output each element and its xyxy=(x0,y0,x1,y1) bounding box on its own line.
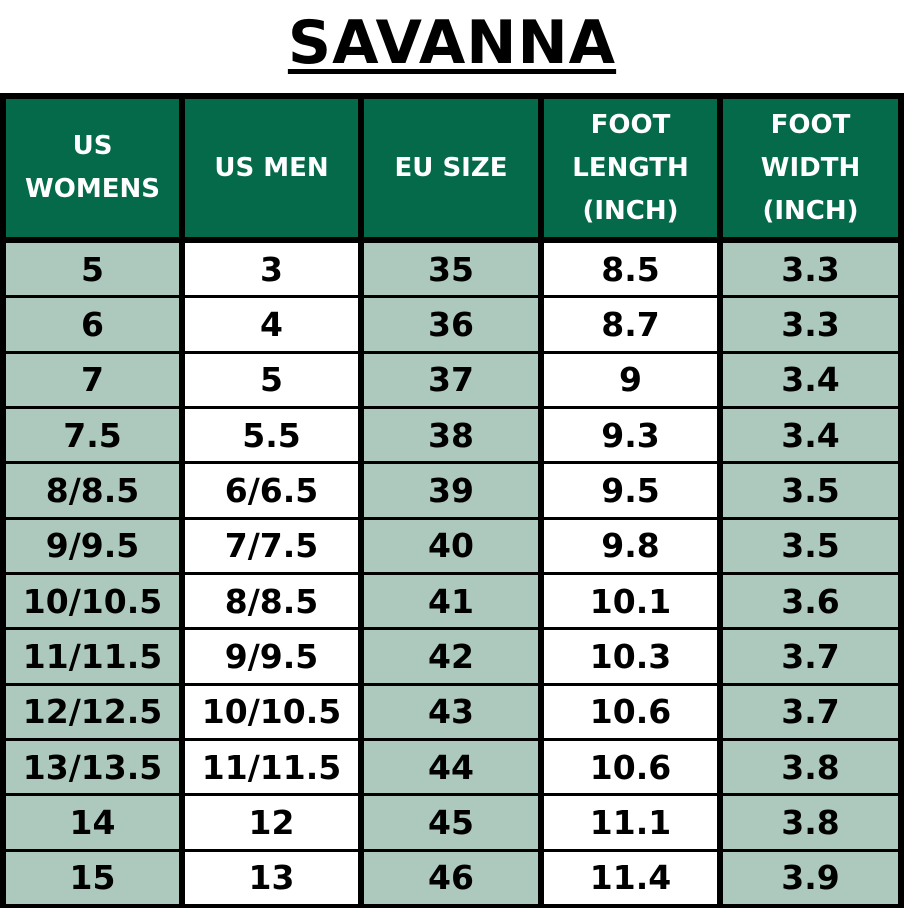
column-header: US WOMENS xyxy=(6,99,179,237)
column-header: US MEN xyxy=(185,99,358,237)
table-cell: 8.7 xyxy=(544,298,717,351)
column-header: FOOT WIDTH (INCH) xyxy=(723,99,898,237)
table-cell: 5 xyxy=(6,243,179,296)
table-cell: 11/11.5 xyxy=(185,740,358,794)
table-cell: 3.6 xyxy=(723,574,898,628)
table-cell: 13 xyxy=(185,851,358,904)
table-cell: 9.8 xyxy=(544,519,717,572)
table-cell: 3.5 xyxy=(723,464,898,517)
column-header: FOOT LENGTH (INCH) xyxy=(544,99,717,237)
table-cell: 41 xyxy=(364,574,538,628)
table-cell: 11/11.5 xyxy=(6,630,179,683)
table-cell: 3.3 xyxy=(723,243,898,296)
table-cell: 38 xyxy=(364,408,538,462)
page-title: SAVANNA xyxy=(287,8,617,78)
column-header: EU SIZE xyxy=(364,99,538,237)
table-cell: 3.7 xyxy=(723,685,898,738)
table-cell: 3.8 xyxy=(723,796,898,849)
table-cell: 5 xyxy=(185,353,358,406)
table-cell: 7/7.5 xyxy=(185,519,358,572)
table-cell: 46 xyxy=(364,851,538,904)
table-cell: 10/10.5 xyxy=(185,685,358,738)
table-cell: 9/9.5 xyxy=(185,630,358,683)
table-cell: 44 xyxy=(364,740,538,794)
table-cell: 42 xyxy=(364,630,538,683)
table-cell: 40 xyxy=(364,519,538,572)
table-cell: 8/8.5 xyxy=(185,574,358,628)
table-cell: 8.5 xyxy=(544,243,717,296)
table-cell: 12 xyxy=(185,796,358,849)
table-cell: 3.4 xyxy=(723,408,898,462)
table-cell: 11.1 xyxy=(544,796,717,849)
table-cell: 6 xyxy=(6,298,179,351)
table-cell: 3.8 xyxy=(723,740,898,794)
table-cell: 3.7 xyxy=(723,630,898,683)
table-cell: 3.5 xyxy=(723,519,898,572)
table-cell: 9 xyxy=(544,353,717,406)
table-cell: 15 xyxy=(6,851,179,904)
table-cell: 7 xyxy=(6,353,179,406)
table-cell: 14 xyxy=(6,796,179,849)
table-cell: 10.1 xyxy=(544,574,717,628)
table-cell: 3 xyxy=(185,243,358,296)
table-cell: 43 xyxy=(364,685,538,738)
table-cell: 36 xyxy=(364,298,538,351)
table-cell: 9.5 xyxy=(544,464,717,517)
table-cell: 7.5 xyxy=(6,408,179,462)
table-cell: 6/6.5 xyxy=(185,464,358,517)
table-cell: 9/9.5 xyxy=(6,519,179,572)
table-cell: 12/12.5 xyxy=(6,685,179,738)
table-cell: 37 xyxy=(364,353,538,406)
table-cell: 10/10.5 xyxy=(6,574,179,628)
table-cell: 9.3 xyxy=(544,408,717,462)
table-cell: 11.4 xyxy=(544,851,717,904)
table-cell: 35 xyxy=(364,243,538,296)
table-cell: 3.3 xyxy=(723,298,898,351)
table-cell: 8/8.5 xyxy=(6,464,179,517)
table-cell: 10.6 xyxy=(544,740,717,794)
table-cell: 3.9 xyxy=(723,851,898,904)
table-cell: 3.4 xyxy=(723,353,898,406)
table-cell: 13/13.5 xyxy=(6,740,179,794)
table-cell: 10.3 xyxy=(544,630,717,683)
table-cell: 10.6 xyxy=(544,685,717,738)
table-cell: 45 xyxy=(364,796,538,849)
table-cell: 5.5 xyxy=(185,408,358,462)
size-chart-table: US WOMENS US MEN EU SIZE FOOT LENGTH (INCH)… xyxy=(0,93,904,908)
table-cell: 39 xyxy=(364,464,538,517)
table-cell: 4 xyxy=(185,298,358,351)
